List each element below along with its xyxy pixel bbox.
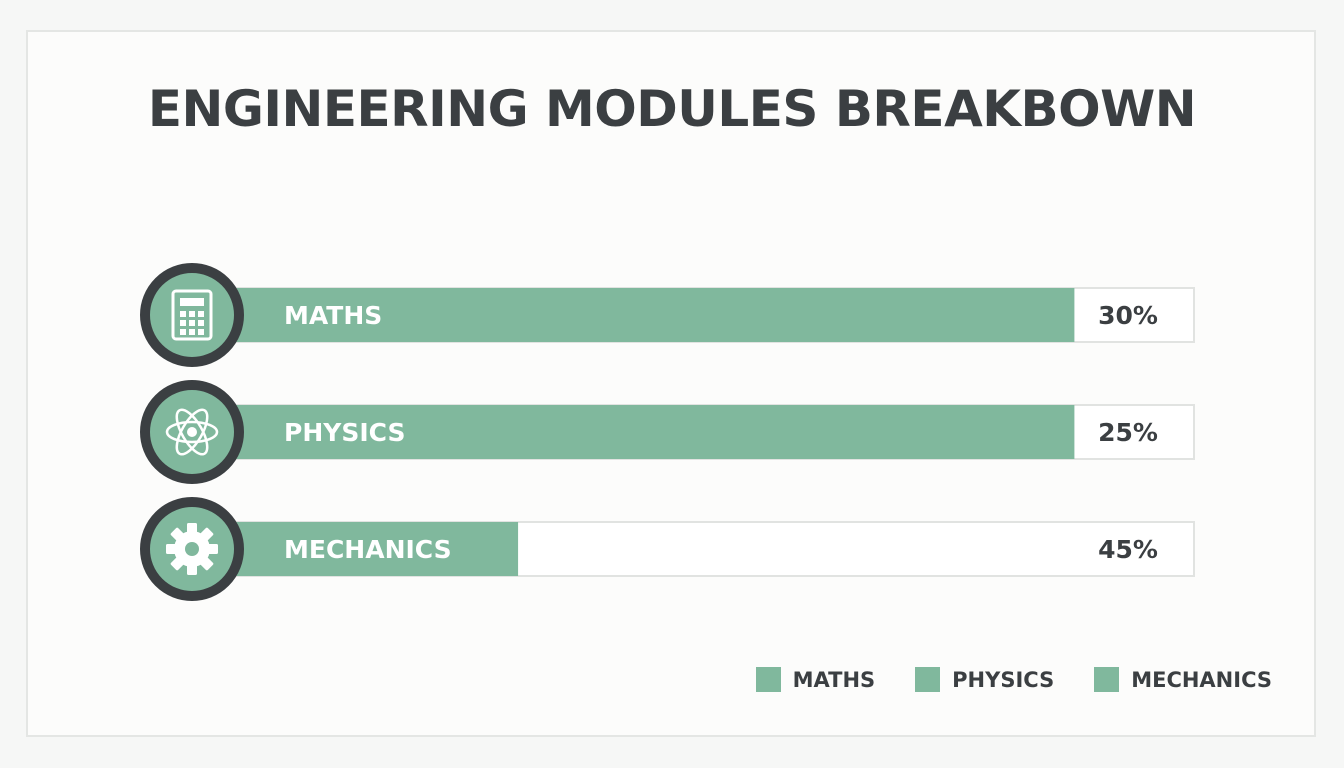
chart-card [26, 30, 1316, 737]
gear-hole [185, 542, 199, 556]
calculator-key [180, 320, 186, 326]
bar-label: MECHANICS [284, 535, 452, 564]
calculator-key [180, 311, 186, 317]
chart-title: ENGINEERING MODULES BREAKBOWN [147, 80, 1197, 138]
atom-orbit [175, 408, 209, 456]
legend-swatch [915, 667, 941, 692]
calculator-body [171, 289, 213, 341]
calculator-screen [180, 298, 204, 306]
legend-item-physics: PHYSICS [915, 667, 1054, 692]
bar-label: PHYSICS [284, 418, 405, 447]
bar-row-maths: MATHS 30% [140, 263, 1195, 367]
legend: MATHS PHYSICS MECHANICS [755, 667, 1272, 692]
legend-label: PHYSICS [952, 667, 1055, 692]
calculator-key [198, 320, 204, 326]
legend-swatch [1094, 667, 1120, 692]
legend-swatch [755, 667, 781, 692]
calculator-key [180, 329, 186, 335]
calculator-key [189, 311, 195, 317]
calculator-key [198, 311, 204, 317]
calculator-key [189, 329, 195, 335]
atom-orbit [175, 408, 209, 456]
bar-label: MATHS [284, 301, 382, 330]
atom-icon [140, 380, 244, 484]
calculator-key [198, 329, 204, 335]
bar [218, 288, 1075, 342]
value-label: 25% [1098, 418, 1158, 447]
bar [218, 405, 1075, 459]
legend-label: MECHANICS [1131, 667, 1272, 692]
atom-nucleus [187, 427, 197, 437]
calculator-icon [140, 263, 244, 367]
calculator-key [189, 320, 195, 326]
gear-icon [140, 497, 244, 601]
atom-orbit [165, 420, 219, 444]
legend-item-maths: MATHS [755, 667, 876, 692]
legend-item-mechanics: MECHANICS [1094, 667, 1272, 692]
bar-row-mechanics: MECHANICS 45% [140, 497, 1195, 601]
legend-label: MATHS [792, 667, 876, 692]
value-label: 30% [1098, 301, 1158, 330]
value-label: 45% [1098, 535, 1158, 564]
bar [218, 522, 519, 576]
bar-row-physics: PHYSICS 25% [140, 380, 1195, 484]
